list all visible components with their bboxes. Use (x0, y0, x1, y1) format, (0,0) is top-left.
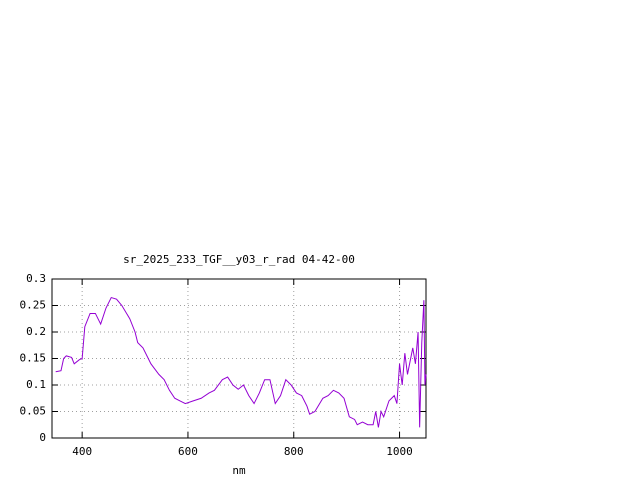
x-tick-label: 1000 (386, 445, 413, 458)
y-tick-label: 0.3 (26, 272, 46, 285)
y-tick-label: 0.15 (20, 352, 47, 365)
x-tick-label: 800 (284, 445, 304, 458)
chart-title: sr_2025_233_TGF__y03_r_rad 04-42-00 (123, 253, 355, 266)
y-tick-label: 0.05 (20, 405, 47, 418)
data-line (55, 296, 427, 428)
x-axis-label: nm (232, 464, 246, 477)
y-tick-label: 0.2 (26, 325, 46, 338)
x-tick-label: 600 (178, 445, 198, 458)
y-tick-label: 0.25 (20, 299, 47, 312)
plot-border (51, 278, 427, 439)
y-tick-label: 0.1 (26, 378, 46, 391)
y-tick-label: 0 (39, 431, 46, 444)
x-tick-label: 400 (72, 445, 92, 458)
